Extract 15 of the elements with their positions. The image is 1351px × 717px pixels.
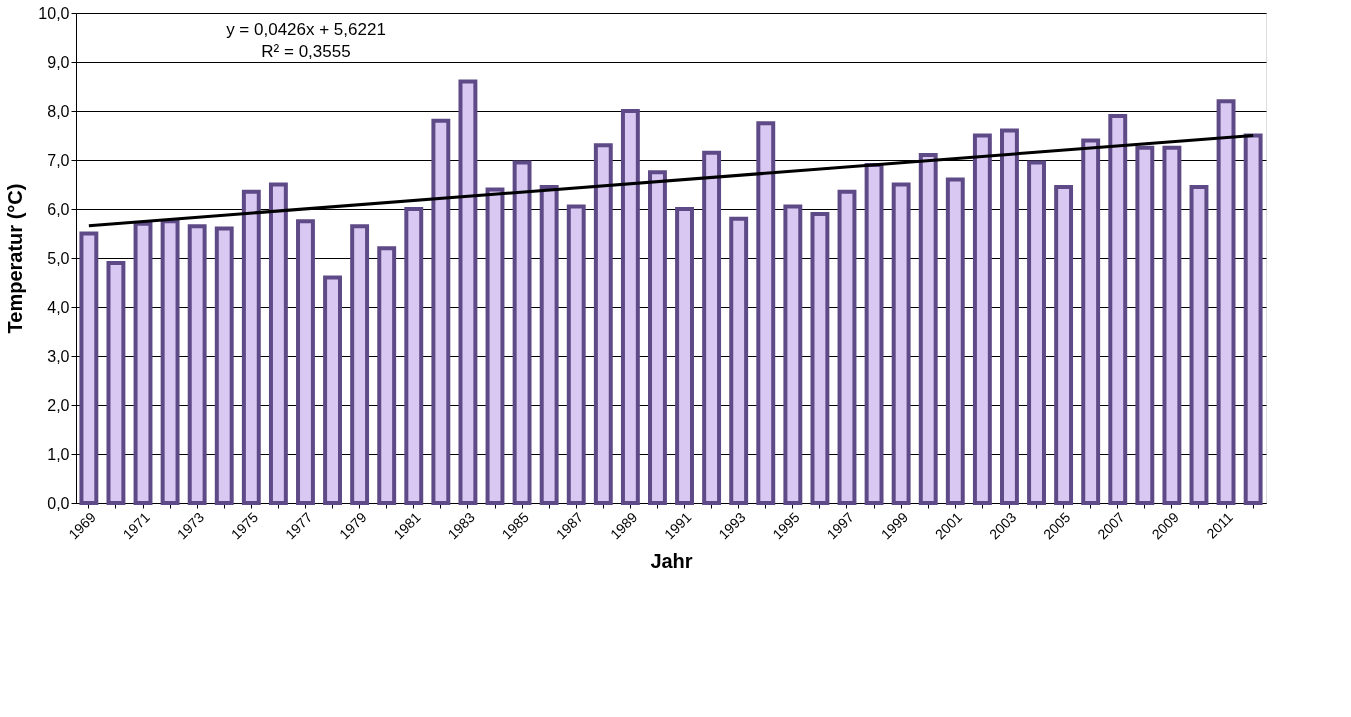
y-tick-label: 5,0 bbox=[47, 249, 70, 267]
y-tick-label: 8,0 bbox=[47, 102, 70, 120]
y-tick-label: 2,0 bbox=[47, 396, 70, 414]
y-tick-label: 3,0 bbox=[47, 347, 70, 365]
annotation: y = 0,0426x + 5,6221 bbox=[226, 20, 386, 39]
annotation: R² = 0,3555 bbox=[261, 42, 351, 61]
x-axis-title: Jahr bbox=[650, 550, 693, 573]
y-tick-label: 1,0 bbox=[47, 445, 70, 463]
y-tick-label: 9,0 bbox=[47, 53, 70, 71]
y-tick-label: 4,0 bbox=[47, 298, 70, 316]
y-tick-label: 7,0 bbox=[47, 151, 70, 169]
y-tick-label: 10,0 bbox=[38, 4, 70, 22]
y-tick-label: 0,0 bbox=[47, 494, 70, 512]
y-axis-title: Temperatur (°C) bbox=[4, 183, 27, 334]
y-tick-label: 6,0 bbox=[47, 200, 70, 218]
